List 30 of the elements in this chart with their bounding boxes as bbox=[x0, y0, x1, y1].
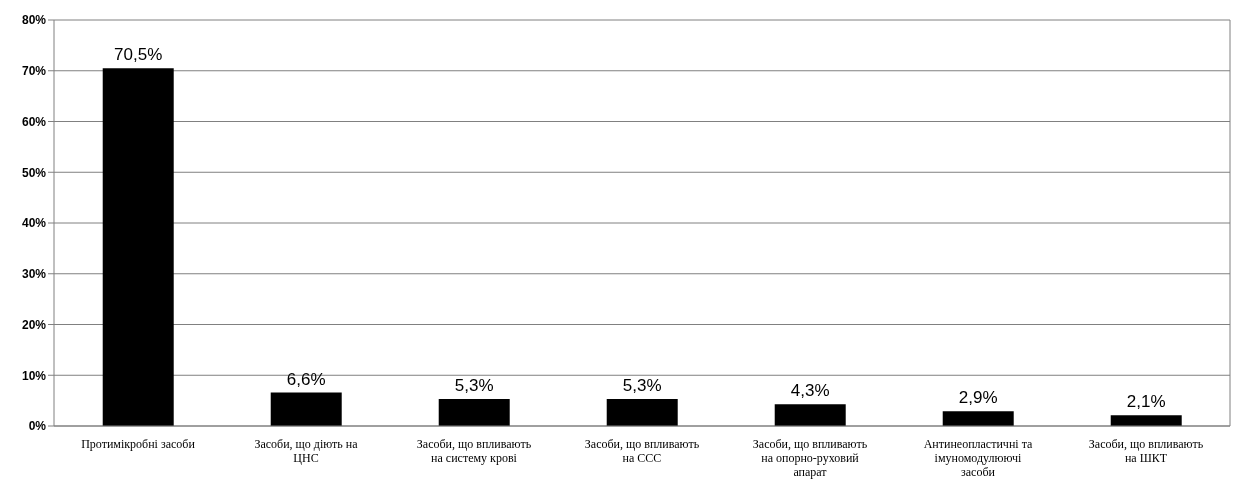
data-label: 70,5% bbox=[114, 45, 163, 65]
y-tick-label: 40% bbox=[21, 216, 47, 231]
bar bbox=[606, 399, 678, 426]
x-tick-label: Засоби, що діють на ЦНС bbox=[254, 437, 359, 465]
y-tick-label: 10% bbox=[21, 368, 47, 383]
x-tick-label: Засоби, що впливають на систему крові bbox=[416, 437, 532, 465]
y-tick-label: 70% bbox=[21, 64, 47, 79]
y-tick-label: 60% bbox=[21, 114, 47, 129]
data-label: 5,3% bbox=[454, 376, 494, 396]
bar bbox=[438, 399, 510, 426]
x-tick-label: Засоби, що впливають на ССС bbox=[584, 437, 700, 465]
data-label: 6,6% bbox=[286, 369, 326, 389]
x-tick-label: Засоби, що впливають на опорно-руховий апарат bbox=[752, 437, 868, 479]
y-tick-label: 20% bbox=[21, 317, 47, 332]
y-tick-label: 50% bbox=[21, 165, 47, 180]
y-tick-label: 0% bbox=[28, 419, 47, 434]
bar bbox=[774, 404, 846, 426]
bar bbox=[102, 68, 174, 426]
x-tick-label: Протимікробні засоби bbox=[81, 437, 196, 451]
x-tick-label: Засоби, що впливають на ШКТ bbox=[1088, 437, 1204, 465]
bar bbox=[1110, 415, 1182, 426]
data-label: 2,1% bbox=[1126, 392, 1166, 412]
y-tick-label: 80% bbox=[21, 13, 47, 28]
bar bbox=[270, 392, 342, 426]
data-label: 2,9% bbox=[958, 388, 998, 408]
bar bbox=[942, 411, 1014, 426]
data-label: 4,3% bbox=[790, 381, 830, 401]
x-tick-label: Антинеопластичні та імуномодулюючі засоби bbox=[923, 437, 1034, 479]
data-label: 5,3% bbox=[622, 376, 662, 396]
y-tick-label: 30% bbox=[21, 267, 47, 282]
